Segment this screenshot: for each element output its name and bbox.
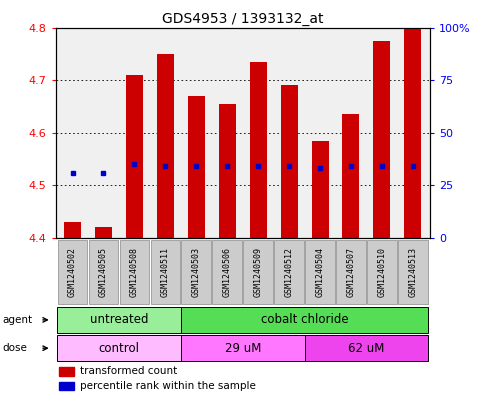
Text: GSM1240511: GSM1240511 (161, 247, 170, 297)
Bar (157, 54, 174, 238)
Bar (373, 40, 390, 238)
Text: 29 uM: 29 uM (225, 342, 261, 355)
Text: GSM1240509: GSM1240509 (254, 247, 263, 297)
Bar (250, 62, 267, 238)
Text: GSM1240505: GSM1240505 (99, 247, 108, 297)
FancyBboxPatch shape (274, 241, 304, 304)
Text: GSM1240508: GSM1240508 (130, 247, 139, 297)
Text: GSM1240506: GSM1240506 (223, 247, 232, 297)
Text: dose: dose (2, 343, 28, 353)
Bar (219, 104, 236, 238)
FancyBboxPatch shape (305, 241, 335, 304)
Text: GSM1240510: GSM1240510 (377, 247, 386, 297)
Text: GSM1240513: GSM1240513 (408, 247, 417, 297)
FancyBboxPatch shape (336, 241, 366, 304)
Text: transformed count: transformed count (80, 366, 177, 376)
Text: agent: agent (2, 315, 32, 325)
FancyBboxPatch shape (213, 241, 242, 304)
FancyBboxPatch shape (57, 335, 181, 361)
FancyBboxPatch shape (57, 241, 87, 304)
Bar (281, 85, 298, 238)
Text: cobalt chloride: cobalt chloride (261, 313, 348, 327)
Text: GSM1240512: GSM1240512 (284, 247, 294, 297)
Bar (95, 227, 112, 238)
Text: GSM1240504: GSM1240504 (315, 247, 325, 297)
Bar (312, 141, 328, 238)
Text: 62 uM: 62 uM (348, 342, 384, 355)
Text: GSM1240503: GSM1240503 (192, 247, 201, 297)
Bar (188, 96, 205, 238)
FancyBboxPatch shape (89, 241, 118, 304)
Text: GSM1240502: GSM1240502 (68, 247, 77, 297)
Bar (126, 75, 143, 238)
FancyBboxPatch shape (181, 335, 305, 361)
Text: untreated: untreated (90, 313, 148, 327)
Bar (404, 28, 421, 238)
FancyBboxPatch shape (182, 241, 211, 304)
FancyBboxPatch shape (57, 307, 181, 333)
Bar (59, 367, 73, 376)
FancyBboxPatch shape (120, 241, 149, 304)
Text: percentile rank within the sample: percentile rank within the sample (80, 381, 256, 391)
Text: GSM1240507: GSM1240507 (346, 247, 355, 297)
FancyBboxPatch shape (367, 241, 397, 304)
Title: GDS4953 / 1393132_at: GDS4953 / 1393132_at (162, 13, 324, 26)
Bar (342, 114, 359, 238)
FancyBboxPatch shape (305, 335, 428, 361)
Bar (64, 222, 81, 238)
FancyBboxPatch shape (151, 241, 180, 304)
Text: control: control (99, 342, 140, 355)
FancyBboxPatch shape (398, 241, 428, 304)
FancyBboxPatch shape (181, 307, 428, 333)
Bar (59, 382, 73, 390)
FancyBboxPatch shape (243, 241, 273, 304)
